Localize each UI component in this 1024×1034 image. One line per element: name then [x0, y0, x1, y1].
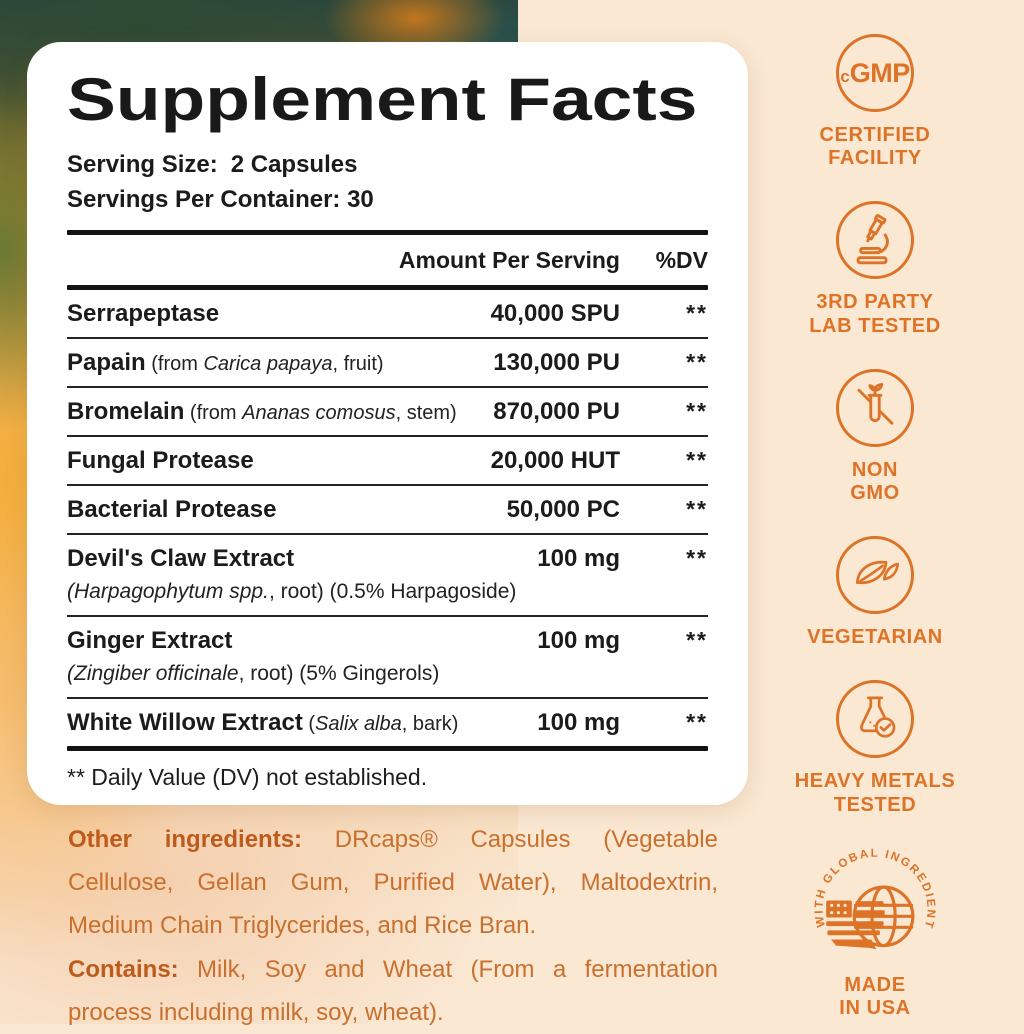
ingredient-name: Serrapeptase	[67, 300, 220, 327]
ingredient-subdetail: (Harpagophytum spp., root) (0.5% Harpago…	[67, 580, 517, 603]
table-row-papain: Papain (from Carica papaya, fruit) 130,0…	[67, 337, 708, 386]
badge-non-gmo: NON GMO	[836, 368, 914, 505]
ingredient-name: Bromelain	[67, 398, 185, 425]
table-row-fungal-protease: Fungal Protease 20,000 HUT **	[67, 435, 708, 484]
species-name: Ananas comosus	[242, 402, 396, 424]
ingredient-amount: 40,000 SPU	[490, 300, 620, 327]
ingredient-name: Fungal Protease	[67, 447, 254, 474]
ingredient-amount: 100 mg	[537, 627, 620, 654]
other-ingredients-paragraph: Other ingredients: DRcaps® Capsules (Veg…	[68, 826, 718, 940]
table-row-serrapeptase: Serrapeptase 40,000 SPU **	[67, 290, 708, 337]
ingredient-amount: 870,000 PU	[493, 398, 620, 425]
daily-value-footnote: ** Daily Value (DV) not established.	[67, 764, 428, 790]
microscope-icon	[836, 201, 914, 280]
ingredient-dv: **	[686, 545, 708, 571]
ingredients-text-block: Other ingredients: DRcaps® Capsules (Veg…	[68, 818, 718, 1034]
badge-label: NON GMO	[850, 458, 900, 504]
species-name: (Zingiber officinale	[67, 662, 239, 685]
table-row-devils-claw: Devil's Claw Extract 100 mg ** (Harpagop…	[67, 533, 708, 615]
badge-heavy-metals-tested: HEAVY METALS TESTED	[795, 680, 956, 816]
ingredient-subdetail: (Zingiber officinale, root) (5% Gingerol…	[67, 662, 440, 685]
badge-made-in-usa: WITH GLOBAL INGREDIENTS	[811, 848, 939, 1020]
serving-size-label: Serving Size:	[67, 151, 218, 178]
supplement-facts-panel: Supplement Facts Serving Size: 2 Capsules…	[27, 42, 748, 805]
contains-label: Contains:	[68, 955, 179, 983]
badge-label: CERTIFIED FACILITY	[819, 124, 931, 170]
ingredient-dv: **	[686, 627, 708, 653]
other-ingredients-label: Other ingredients:	[68, 826, 303, 853]
ingredient-name: Ginger Extract	[67, 627, 233, 654]
dv-header: %DV	[655, 247, 708, 273]
certification-badges-column: c GMP CERTIFIED FACILITY 3RD PARTY LAB TEST…	[786, 34, 964, 1020]
table-header: Amount Per Serving %DV	[67, 235, 708, 285]
amount-per-serving-header: Amount Per Serving	[398, 247, 620, 273]
ingredient-amount: 20,000 HUT	[490, 447, 620, 474]
ingredient-dv: **	[686, 496, 708, 522]
table-row-bromelain: Bromelain (from Ananas comosus, stem) 87…	[67, 386, 708, 435]
divider-thick	[67, 285, 708, 290]
ingredient-amount: 100 mg	[537, 709, 620, 736]
ingredient-amount: 50,000 PC	[506, 496, 620, 523]
badge-label: VEGETARIAN	[807, 626, 943, 649]
ingredient-dv: **	[686, 349, 708, 375]
species-name: Salix alba	[315, 713, 402, 735]
ingredient-dv: **	[686, 447, 708, 473]
contains-paragraph: Contains: Milk, Soy and Wheat (From a fe…	[68, 955, 718, 1026]
divider-thick	[67, 230, 708, 235]
badge-label: 3RD PARTY LAB TESTED	[809, 291, 941, 337]
ingredient-amount: 100 mg	[537, 545, 620, 572]
flask-check-icon	[836, 680, 914, 759]
species-name: Carica papaya	[203, 353, 333, 375]
ingredient-amount: 130,000 PU	[493, 349, 620, 376]
badge-label: HEAVY METALS TESTED	[794, 770, 956, 816]
ingredient-dv: **	[686, 300, 708, 326]
ingredient-dv: **	[686, 398, 708, 424]
badge-vegetarian: VEGETARIAN	[807, 536, 943, 649]
panel-title: Supplement Facts	[67, 66, 698, 133]
table-row-white-willow: White Willow Extract (Salix alba, bark) …	[67, 697, 708, 746]
ingredient-name: Bacterial Protease	[67, 496, 277, 523]
badge-3rd-party-lab-tested: 3RD PARTY LAB TESTED	[809, 201, 941, 337]
serving-size-line: Serving Size: 2 Capsules	[67, 151, 708, 179]
badge-label: MADE IN USA	[839, 973, 911, 1019]
divider-thick	[67, 746, 708, 751]
cgmp-icon: c GMP	[836, 34, 914, 112]
serving-size-value: 2 Capsules	[230, 151, 358, 178]
ingredient-dv: **	[686, 709, 708, 735]
species-name: (Harpagophytum spp.	[67, 580, 269, 603]
usa-globe-flag-icon: WITH GLOBAL INGREDIENTS	[811, 848, 939, 970]
ingredient-name: White Willow Extract	[67, 709, 303, 736]
servings-per-container-line: Servings Per Container: 30	[67, 186, 374, 213]
badge-certified-facility: c GMP CERTIFIED FACILITY	[820, 34, 931, 170]
vegetarian-leaf-icon	[835, 536, 914, 615]
non-gmo-icon	[836, 368, 914, 447]
table-row-bacterial-protease: Bacterial Protease 50,000 PC **	[67, 484, 708, 533]
ingredient-name: Papain	[67, 349, 146, 376]
table-row-ginger: Ginger Extract 100 mg ** (Zingiber offic…	[67, 615, 708, 697]
ingredient-name: Devil's Claw Extract	[67, 545, 295, 572]
